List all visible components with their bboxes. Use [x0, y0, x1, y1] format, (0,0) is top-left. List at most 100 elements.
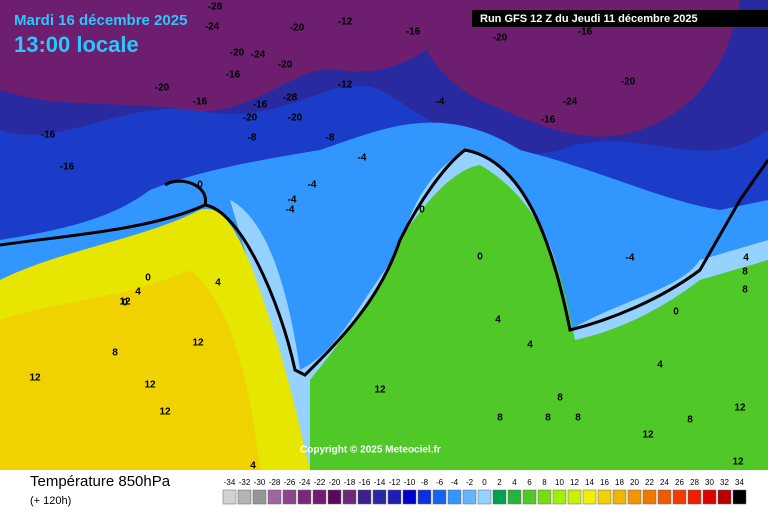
scale-label: 22: [645, 478, 654, 487]
contour-label: 12: [734, 403, 746, 414]
zero-isotherm: [0, 148, 768, 377]
scale-swatch: [297, 489, 312, 505]
scale-swatch: [492, 489, 507, 505]
scale-label: -10: [404, 478, 416, 487]
run-banner: [472, 10, 768, 27]
scale-swatch: [477, 489, 492, 505]
scale-swatch: [462, 489, 477, 505]
contour-label: 0: [477, 252, 483, 263]
scale-label: -12: [389, 478, 401, 487]
scale-label: 24: [660, 478, 669, 487]
scale-swatch: [537, 489, 552, 505]
footer-lead: (+ 120h): [30, 495, 71, 507]
contour-label: -8: [248, 133, 257, 144]
scale-label: 14: [585, 478, 594, 487]
purple-zone-east: [418, 0, 740, 137]
scale-label: -32: [239, 478, 251, 487]
forecast-date: Mardi 16 décembre 2025: [14, 12, 187, 29]
contour-label: 0: [145, 273, 151, 284]
purple-zone-west: [0, 0, 470, 112]
scale-swatch: [387, 489, 402, 505]
scale-swatch: [507, 489, 522, 505]
contour-label: -24: [251, 50, 266, 61]
contour-label: -4: [358, 153, 367, 164]
scale-swatch: [342, 489, 357, 505]
scale-swatch: [567, 489, 582, 505]
color-scale: -34 -32 -30 -28 -26 -24 -22 -20 -18 -16 -14 -12 -10-…: [222, 478, 747, 505]
contour-label: 0: [419, 205, 425, 216]
contour-label: -4: [436, 97, 445, 108]
contour-label: 12: [144, 380, 156, 391]
contour-label: -16: [193, 97, 208, 108]
scale-swatch: [402, 489, 417, 505]
scale-swatch: [732, 489, 747, 505]
contour-label: -16: [253, 100, 268, 111]
scale-swatch: [222, 489, 237, 505]
contour-label: -20: [278, 60, 293, 71]
contour-label: 8: [497, 413, 503, 424]
scale-label: -20: [329, 478, 341, 487]
scale-swatch: [627, 489, 642, 505]
scale-swatch: [327, 489, 342, 505]
contour-label: -20: [243, 113, 258, 124]
scale-swatch: [687, 489, 702, 505]
contour-label: 12: [374, 385, 386, 396]
contour-label: -24: [205, 22, 220, 33]
contour-label: 4: [250, 461, 256, 472]
contour-label: 8: [557, 393, 563, 404]
scale-swatch: [432, 489, 447, 505]
scale-label: 2: [497, 478, 502, 487]
scale-label: 6: [527, 478, 532, 487]
scale-label: 10: [555, 478, 564, 487]
contour-label: -20: [493, 33, 508, 44]
contour-label: 0: [122, 298, 128, 309]
contour-label: -16: [41, 130, 56, 141]
contour-labels: -28-24-20-16-12-24-20-16-16-20-16-20-20-…: [29, 2, 749, 472]
scale-label: 4: [512, 478, 517, 487]
contour-label: -20: [230, 48, 245, 59]
scale-swatch: [357, 489, 372, 505]
contour-label: -4: [286, 205, 295, 216]
scale-label: -16: [359, 478, 371, 487]
scale-label: 20: [630, 478, 639, 487]
contour-label: 8: [742, 267, 748, 278]
scale-swatch: [267, 489, 282, 505]
contour-label: 4: [215, 278, 221, 289]
contour-label: 8: [742, 285, 748, 296]
scale-swatch: [237, 489, 252, 505]
contour-label: 12: [159, 407, 171, 418]
scale-label: -24: [299, 478, 311, 487]
scale-label: -26: [284, 478, 296, 487]
scale-swatch: [597, 489, 612, 505]
footer-title: Température 850hPa: [30, 473, 171, 490]
contour-label: 0: [197, 180, 203, 191]
contour-label: -12: [338, 17, 353, 28]
scale-label: -22: [314, 478, 326, 487]
contour-label: 8: [575, 413, 581, 424]
scale-label: -4: [451, 478, 459, 487]
scale-label: 12: [570, 478, 579, 487]
scale-swatch: [642, 489, 657, 505]
contour-label: -24: [563, 97, 578, 108]
contour-label: -8: [326, 133, 335, 144]
contour-label: -16: [578, 27, 593, 38]
copyright: Copyright © 2025 Meteociel.fr: [300, 445, 441, 456]
contour-label: -20: [290, 23, 305, 34]
scale-swatch: [717, 489, 732, 505]
contour-label: -16: [541, 115, 556, 126]
warm-zone: [0, 270, 260, 470]
contour-label: 8: [687, 415, 693, 426]
scale-label: -28: [269, 478, 281, 487]
contour-label: -20: [155, 83, 170, 94]
contour-label: 4: [657, 360, 663, 371]
scale-swatch: [282, 489, 297, 505]
scale-swatch: [447, 489, 462, 505]
scale-label: 26: [675, 478, 684, 487]
contour-label: 12: [192, 338, 204, 349]
scale-swatch: [582, 489, 597, 505]
scale-label: 8: [542, 478, 547, 487]
scale-swatch: [522, 489, 537, 505]
contour-label: -4: [288, 195, 297, 206]
scale-swatch: [657, 489, 672, 505]
